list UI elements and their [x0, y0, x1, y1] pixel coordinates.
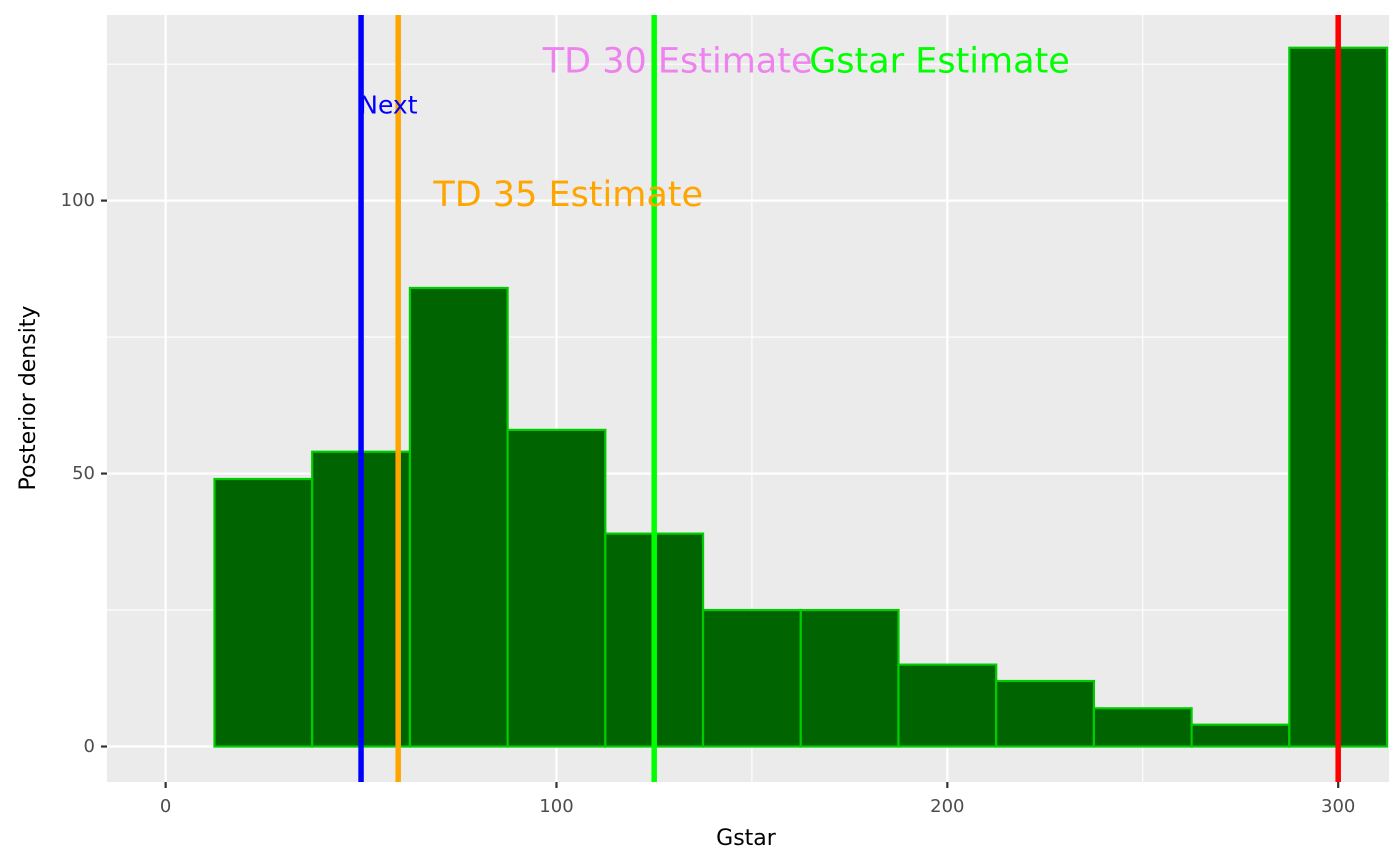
annotation-label: TD 35 Estimate: [432, 175, 703, 215]
annotation-label: TD 30 Estimate: [542, 41, 813, 81]
histogram-bar: [995, 679, 1096, 748]
y-tick-label: 100: [61, 190, 95, 211]
histogram-bar: [701, 608, 802, 748]
axis-ticks: 0 100 200 300 0 50 100: [61, 190, 1356, 817]
x-tick-label: 0: [160, 796, 171, 817]
x-tick-label: 200: [930, 796, 964, 817]
y-axis-title: Posterior density: [16, 306, 41, 491]
y-tick-label: 0: [84, 736, 95, 757]
x-axis-title: Gstar: [716, 826, 777, 851]
x-tick-label: 100: [539, 796, 573, 817]
histogram-bar: [1092, 707, 1193, 748]
x-tick-label: 300: [1321, 796, 1355, 817]
histogram-bar: [1190, 723, 1291, 748]
histogram-bar: [213, 477, 314, 748]
y-tick-label: 50: [72, 463, 95, 484]
annotation-label: Next: [359, 91, 417, 120]
histogram-bar: [506, 428, 607, 748]
histogram-bar: [799, 608, 900, 748]
histogram-bar: [408, 286, 509, 748]
histogram-bar: [897, 663, 998, 748]
reference-lines: [358, 15, 1341, 782]
annotation-label: Gstar Estimate: [809, 41, 1070, 81]
